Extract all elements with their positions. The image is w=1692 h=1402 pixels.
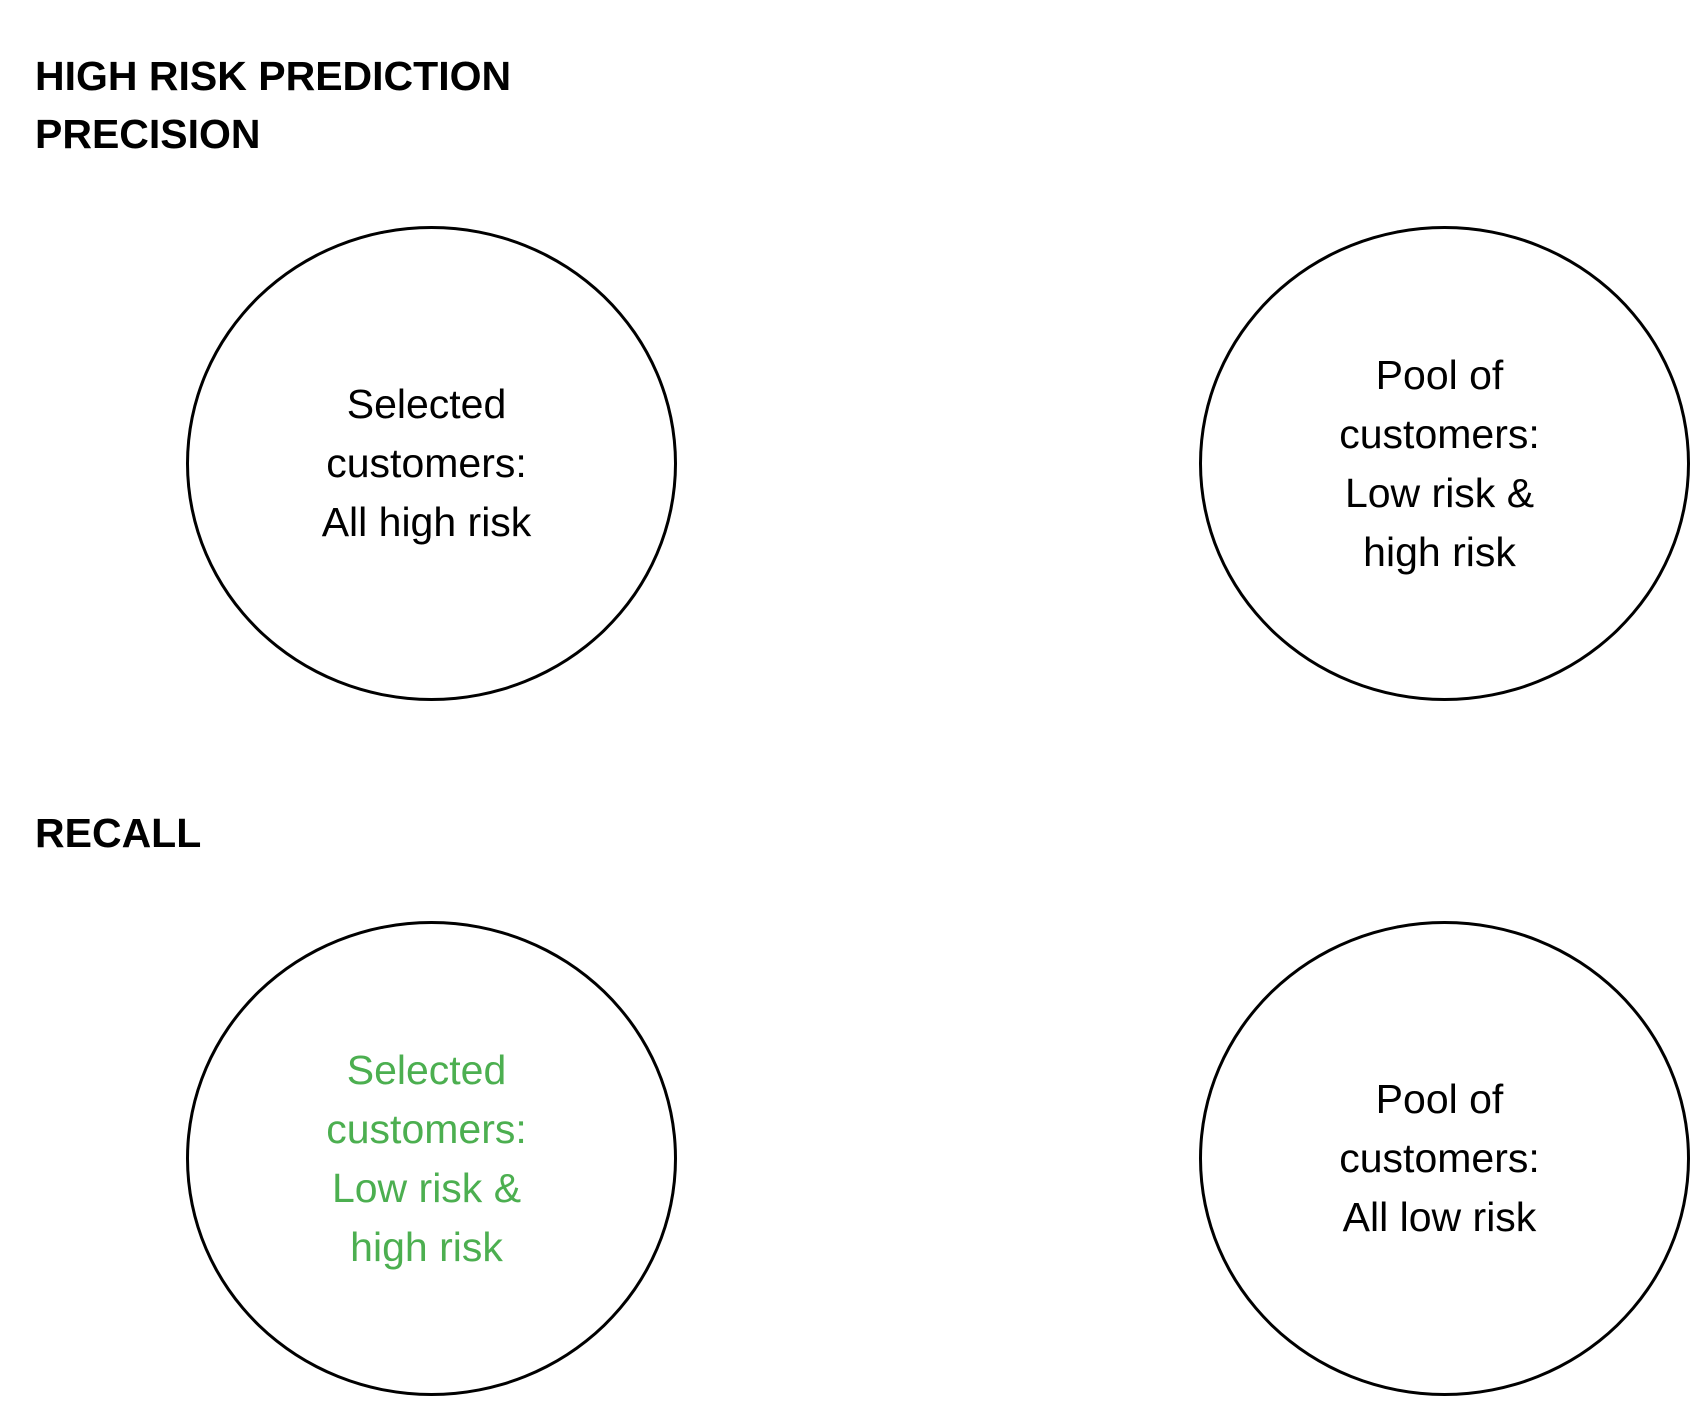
circle-line: customers: — [326, 1105, 527, 1152]
recall-pool-circle: Pool of customers: All low risk — [1199, 921, 1690, 1396]
circle-line: Low risk & — [1344, 469, 1535, 516]
circle-line: customers: — [1339, 410, 1540, 457]
circle-line: customers: — [1339, 1135, 1540, 1181]
circle-line: customers: — [326, 440, 527, 486]
circle-line: All low risk — [1342, 1194, 1537, 1240]
circle-line: Pool of — [1375, 1076, 1504, 1122]
precision-pool-circle: Pool of customers: Low risk & high risk — [1199, 226, 1690, 701]
section-label-precision: PRECISION — [35, 111, 261, 157]
recall-selected-circle: Selected customers: Low risk & high risk — [186, 921, 677, 1396]
circle-line: Low risk & — [331, 1164, 522, 1211]
precision-selected-text: Selected customers: All high risk — [277, 375, 577, 552]
precision-selected-circle: Selected customers: All high risk — [186, 226, 677, 701]
circle-line: Selected — [346, 381, 507, 427]
circle-line: high risk — [350, 1223, 503, 1270]
section-label-recall: RECALL — [35, 810, 202, 856]
precision-pool-text: Pool of customers: Low risk & high risk — [1290, 346, 1590, 582]
recall-selected-text: Selected customers: Low risk & high risk — [277, 1041, 577, 1277]
circle-line: All high risk — [321, 499, 532, 545]
circle-line: Pool of — [1375, 351, 1504, 398]
title-high-risk-prediction: HIGH RISK PREDICTION — [35, 53, 512, 99]
recall-pool-text: Pool of customers: All low risk — [1290, 1070, 1590, 1247]
circle-line: high risk — [1363, 528, 1516, 575]
circle-line: Selected — [346, 1046, 507, 1093]
